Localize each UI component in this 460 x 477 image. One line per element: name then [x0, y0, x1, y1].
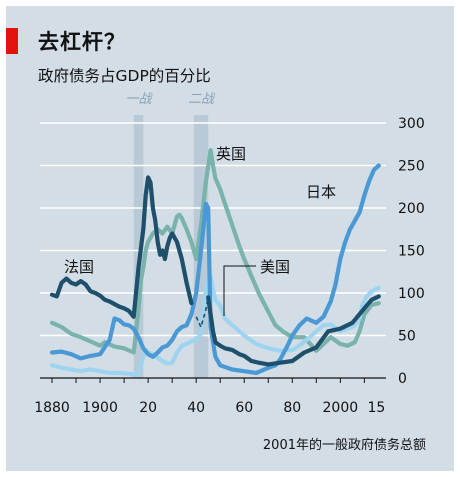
x-tick-label-1920: 20 — [139, 400, 157, 416]
x-tick-label-1880: 1880 — [34, 400, 70, 416]
line-chart: 一战 二战 0 50 100 150 200 250 300 1880 1900 20 40 60 80… — [34, 92, 425, 416]
x-tick-label-1940: 40 — [187, 400, 205, 416]
series-line-france-b — [206, 294, 381, 367]
us-leader-line — [223, 265, 256, 316]
chart-title: 去杠杆？ — [38, 30, 126, 54]
x-tick-label-1980: 80 — [283, 400, 301, 416]
series-line-2 — [49, 273, 381, 377]
series-label-1: 英国 — [216, 145, 246, 163]
x-tick-label-1900: 1900 — [82, 400, 118, 416]
accent-bar — [6, 28, 18, 54]
y-tick-label-300: 300 — [398, 116, 425, 132]
chart-subtitle: 政府债务占GDP的百分比 — [38, 67, 211, 85]
y-tick-label-100: 100 — [398, 286, 425, 302]
y-tick-label-150: 150 — [398, 244, 425, 260]
war-label-2: 二战 — [188, 92, 216, 107]
footnote: 2001年的一般政府债务总额 — [262, 438, 426, 453]
series-line-1 — [49, 148, 381, 355]
war-label-1: 一战 — [126, 92, 154, 107]
x-tick-label-2015: 15 — [367, 400, 385, 416]
x-tick-label-1960: 60 — [235, 400, 253, 416]
series-label-0: 法国 — [64, 258, 94, 276]
y-tick-label-50: 50 — [398, 329, 416, 345]
chart-panel: 去杠杆？ 政府债务占GDP的百分比 一战 二战 0 50 100 150 200 250 30… — [6, 6, 454, 471]
war-band-1 — [133, 115, 144, 378]
series-line-france-a — [49, 175, 194, 319]
series-line-3 — [49, 163, 381, 375]
series-label-2: 美国 — [260, 258, 290, 276]
y-tick-label-250: 250 — [398, 159, 425, 175]
x-tick-label-2000: 2000 — [323, 400, 359, 416]
y-tick-label-0: 0 — [398, 371, 407, 387]
series-label-3: 日本 — [306, 183, 336, 201]
y-tick-label-200: 200 — [398, 201, 425, 217]
